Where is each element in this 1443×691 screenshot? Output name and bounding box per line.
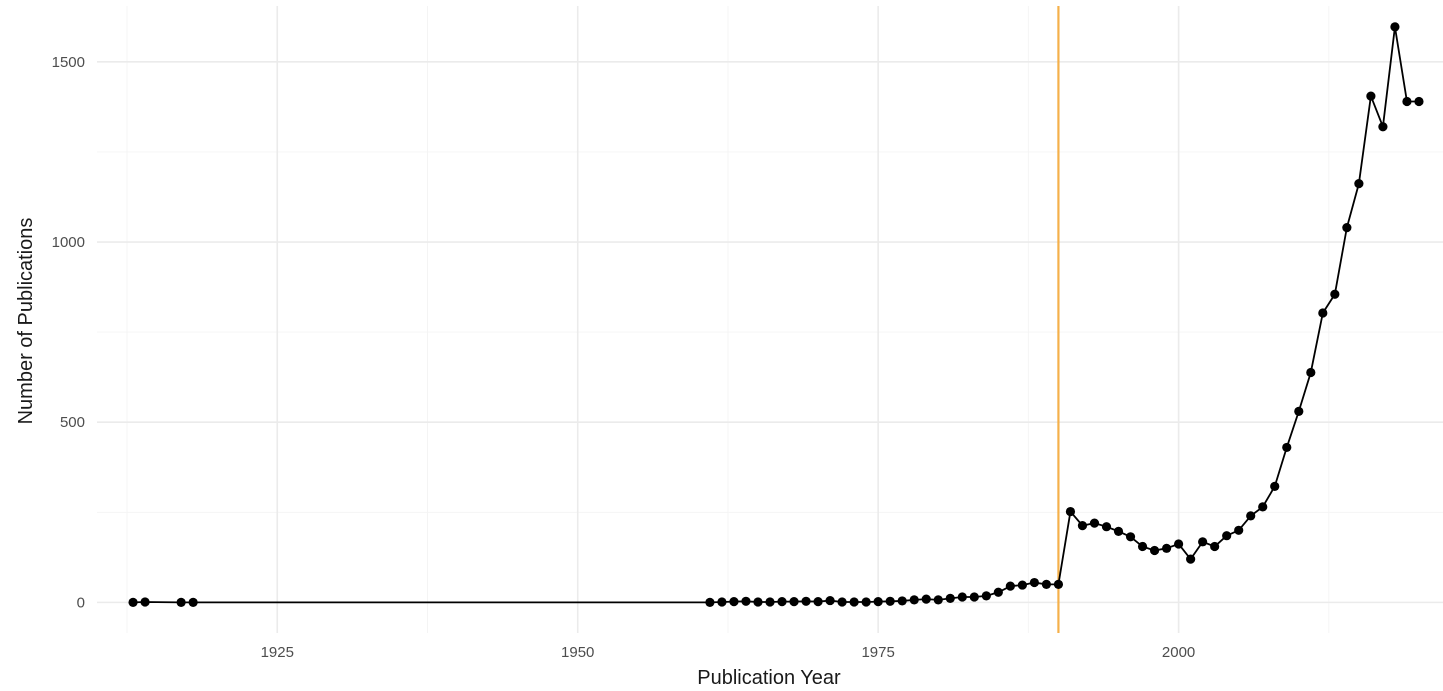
- major-gridlines: [97, 6, 1443, 633]
- data-point: [1402, 96, 1412, 107]
- y-tick-label: 500: [60, 414, 85, 431]
- data-point: [1294, 406, 1304, 416]
- data-point: [1125, 532, 1136, 542]
- data-point: [873, 597, 883, 607]
- data-point: [717, 597, 727, 607]
- data-point: [981, 591, 991, 601]
- publications-series-line: [133, 26, 1419, 604]
- data-point: [957, 592, 967, 602]
- x-tick-label: 1975: [861, 644, 894, 661]
- data-point: [825, 595, 835, 606]
- data-point: [1366, 91, 1376, 101]
- data-point: [1354, 179, 1364, 189]
- data-point: [897, 596, 907, 606]
- data-point: [1258, 502, 1268, 512]
- y-tick-label: 0: [77, 594, 85, 611]
- data-point: [1306, 367, 1316, 378]
- data-point: [1029, 577, 1039, 588]
- y-axis-title: Number of Publications: [15, 218, 37, 425]
- data-point: [1149, 545, 1160, 556]
- data-point: [1137, 541, 1148, 552]
- data-point: [1414, 96, 1424, 107]
- data-point: [801, 596, 811, 606]
- data-point: [140, 597, 150, 607]
- publications-series-points: [128, 22, 1424, 607]
- minor-gridlines: [97, 6, 1443, 633]
- data-point: [969, 592, 979, 602]
- data-point: [1017, 580, 1027, 590]
- data-point: [1113, 526, 1124, 536]
- data-point: [1089, 518, 1100, 528]
- data-point: [188, 597, 198, 607]
- data-point: [128, 597, 138, 607]
- x-tick-label: 1925: [261, 644, 294, 661]
- data-point: [1161, 543, 1172, 553]
- data-point: [1222, 531, 1232, 541]
- y-tick-label: 1000: [52, 234, 85, 251]
- data-point: [1053, 579, 1064, 589]
- data-point: [1005, 581, 1015, 591]
- data-point: [1390, 22, 1400, 32]
- data-point: [1330, 289, 1340, 299]
- data-point: [789, 597, 799, 607]
- data-point: [1174, 539, 1184, 549]
- x-tick-label: 1950: [561, 644, 594, 661]
- x-axis-title: Publication Year: [697, 667, 841, 689]
- data-point: [753, 597, 763, 607]
- data-point: [1270, 481, 1280, 491]
- data-point: [861, 597, 871, 607]
- data-point: [176, 597, 186, 607]
- data-point: [741, 596, 751, 606]
- data-point: [1101, 522, 1112, 532]
- data-point: [933, 595, 943, 605]
- y-axis-tick-labels: 0 500 1000 1500: [52, 54, 85, 612]
- x-tick-label: 2000: [1162, 644, 1195, 661]
- data-point: [837, 597, 847, 607]
- data-point: [729, 597, 739, 607]
- data-point: [945, 593, 955, 604]
- x-axis-tick-labels: 1925 1950 1975 2000: [261, 644, 1196, 661]
- data-point: [993, 587, 1003, 597]
- y-tick-label: 1500: [52, 54, 85, 71]
- data-point: [1342, 223, 1352, 233]
- data-point: [1077, 521, 1088, 531]
- data-point: [1318, 308, 1328, 318]
- data-point: [1210, 541, 1220, 552]
- data-point: [1282, 442, 1292, 453]
- data-point: [849, 597, 859, 607]
- data-point: [1065, 506, 1076, 517]
- data-point: [813, 597, 823, 607]
- data-point: [909, 595, 919, 605]
- data-point: [705, 597, 715, 607]
- data-point: [1198, 537, 1208, 547]
- data-point: [1186, 554, 1196, 564]
- data-point: [1378, 122, 1388, 132]
- data-point: [1246, 511, 1256, 521]
- data-point: [765, 597, 775, 607]
- data-point: [1234, 525, 1244, 535]
- data-point: [1041, 579, 1052, 589]
- data-point: [921, 594, 931, 604]
- data-point: [885, 596, 895, 606]
- data-point: [777, 597, 787, 607]
